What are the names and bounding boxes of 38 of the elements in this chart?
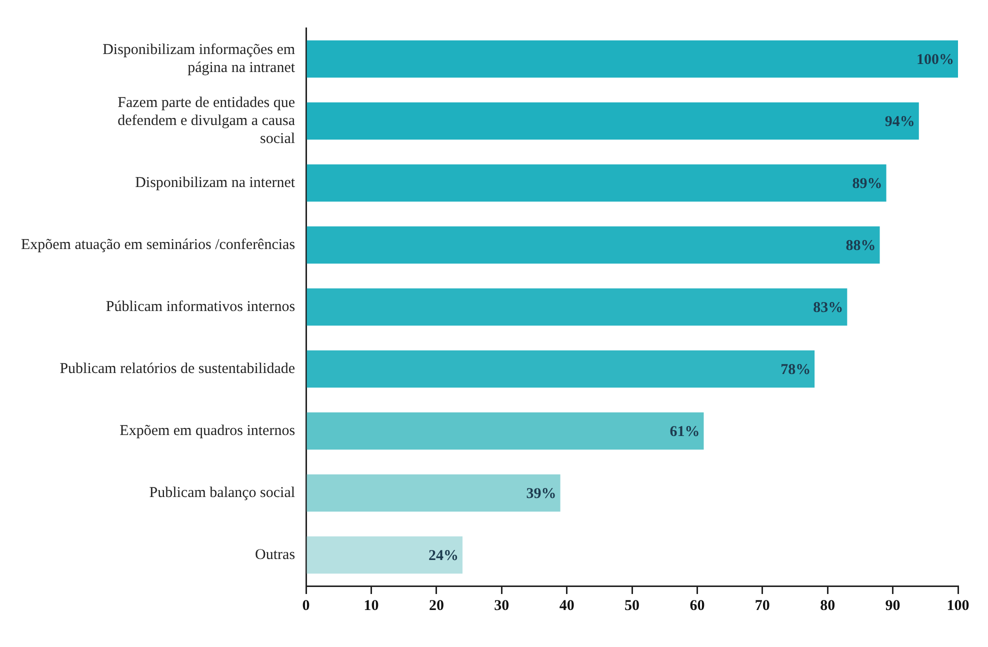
bar — [306, 536, 463, 574]
data-label: 61% — [670, 424, 700, 440]
bar — [306, 288, 848, 326]
x-tick-label: 90 — [885, 598, 900, 614]
data-label: 39% — [526, 486, 556, 502]
bar — [306, 226, 880, 264]
x-tick-label: 80 — [820, 598, 836, 614]
y-tick-label: Expõem em quadros internos — [120, 422, 296, 439]
x-tick-label: 10 — [364, 598, 379, 614]
bar — [306, 474, 560, 512]
bar — [306, 412, 704, 450]
y-tick-label: Publicam balanço social — [149, 484, 296, 501]
data-label: 94% — [884, 114, 915, 130]
x-tick-label: 50 — [624, 598, 640, 614]
y-tick-label: Fazem parte de entidades que defendem e divulgam a causa social — [118, 94, 296, 147]
y-tick-label: Expõem atuação em seminários /conferências — [20, 236, 296, 253]
data-label: 24% — [428, 548, 459, 564]
x-tick-label: 70 — [754, 598, 770, 614]
x-tick-label: 20 — [428, 598, 444, 614]
bar — [306, 350, 815, 388]
data-label: 89% — [852, 176, 882, 192]
y-tick-label: Disponibilizam informações em página na intranet — [102, 42, 296, 76]
bar — [306, 102, 919, 140]
y-tick-label: Outras — [255, 546, 296, 563]
x-tick-label: 60 — [690, 598, 705, 614]
y-tick-label: Públicam informativos internos — [106, 298, 296, 315]
data-label: 100% — [916, 52, 954, 68]
x-tick-label: 0 — [302, 598, 310, 614]
data-label: 88% — [846, 238, 876, 254]
y-tick-label: Publicam relatórios de sustentabilidade — [60, 360, 296, 377]
data-label: 78% — [780, 362, 811, 378]
y-tick-label: Disponibilizam na internet — [135, 174, 296, 191]
bar — [306, 40, 958, 78]
bar — [306, 164, 886, 202]
x-tick-label: 30 — [494, 598, 510, 614]
x-tick-label: 40 — [559, 598, 574, 614]
data-label: 83% — [813, 300, 844, 316]
x-tick-label: 100 — [946, 598, 970, 614]
